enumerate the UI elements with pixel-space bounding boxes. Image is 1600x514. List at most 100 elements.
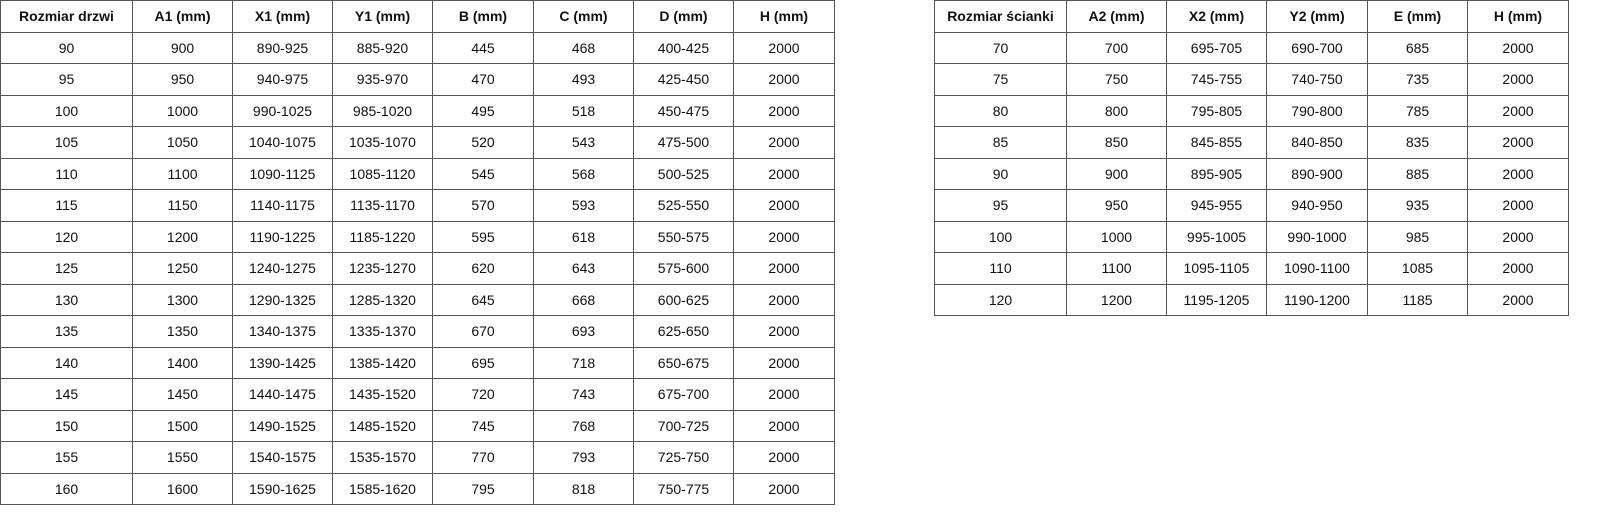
table-cell: 1535-1570 xyxy=(332,441,433,474)
table-cell: 130 xyxy=(0,283,133,316)
table-cell: 900 xyxy=(1066,157,1167,190)
table-cell: 2000 xyxy=(733,220,835,253)
table-cell: 935 xyxy=(1367,189,1468,222)
table-cell: 1300 xyxy=(132,283,233,316)
table-cell: 2000 xyxy=(733,441,835,474)
table-cell: 1185-1220 xyxy=(332,220,433,253)
table-cell: 790-800 xyxy=(1266,94,1368,127)
table-cell: 1290-1325 xyxy=(232,283,333,316)
table-cell: 618 xyxy=(533,220,634,253)
table-cell: 700-725 xyxy=(633,409,734,442)
column-header: E (mm) xyxy=(1367,0,1468,33)
table-row: 115 1150 1140-1175 1135-1170 570 593 525-550 20… xyxy=(0,189,835,222)
table-cell: 1035-1070 xyxy=(332,126,433,159)
table-cell: 1335-1370 xyxy=(332,315,433,348)
table-cell: 985-1020 xyxy=(332,94,433,127)
table-cell: 1000 xyxy=(132,94,233,127)
table-cell: 1340-1375 xyxy=(232,315,333,348)
table-cell: 768 xyxy=(533,409,634,442)
table-cell: 595 xyxy=(432,220,534,253)
wall-size-table: Rozmiar ścianki A2 (mm) X2 (mm) Y2 (mm) E (m… xyxy=(934,0,1569,316)
table-cell: 2000 xyxy=(1467,283,1569,316)
table-row: 90 900 890-925 885-920 445 468 400-425 2000 xyxy=(0,31,835,64)
table-cell: 885-920 xyxy=(332,31,433,64)
table-cell: 1490-1525 xyxy=(232,409,333,442)
table-cell: 545 xyxy=(432,157,534,190)
table-cell: 90 xyxy=(934,157,1067,190)
table-cell: 550-575 xyxy=(633,220,734,253)
table-row: 150 1500 1490-1525 1485-1520 745 768 700-725 20… xyxy=(0,409,835,442)
table-cell: 1150 xyxy=(132,189,233,222)
table-cell: 425-450 xyxy=(633,63,734,96)
table-row: 80 800 795-805 790-800 785 2000 xyxy=(934,94,1569,127)
table-cell: 985 xyxy=(1367,220,1468,253)
table-cell: 150 xyxy=(0,409,133,442)
table-cell: 1540-1575 xyxy=(232,441,333,474)
column-header: C (mm) xyxy=(533,0,634,33)
table-cell: 593 xyxy=(533,189,634,222)
table-cell: 795 xyxy=(432,472,534,505)
table-row: 155 1550 1540-1575 1535-1570 770 793 725-750 20… xyxy=(0,441,835,474)
table-cell: 718 xyxy=(533,346,634,379)
table-cell: 945-955 xyxy=(1166,189,1267,222)
table-cell: 575-600 xyxy=(633,252,734,285)
table-cell: 80 xyxy=(934,94,1067,127)
table-cell: 685 xyxy=(1367,31,1468,64)
column-header: Rozmiar drzwi xyxy=(0,0,133,33)
table-row: 90 900 895-905 890-900 885 2000 xyxy=(934,157,1569,190)
table-cell: 645 xyxy=(432,283,534,316)
table-cell: 2000 xyxy=(733,126,835,159)
table-cell: 2000 xyxy=(1467,220,1569,253)
table-cell: 570 xyxy=(432,189,534,222)
table-row: 70 700 695-705 690-700 685 2000 xyxy=(934,31,1569,64)
table-cell: 990-1000 xyxy=(1266,220,1368,253)
table-cell: 2000 xyxy=(733,283,835,316)
table-cell: 1085 xyxy=(1367,252,1468,285)
table-cell: 785 xyxy=(1367,94,1468,127)
column-header: X2 (mm) xyxy=(1166,0,1267,33)
table-cell: 745 xyxy=(432,409,534,442)
table-cell: 75 xyxy=(934,63,1067,96)
table-cell: 885 xyxy=(1367,157,1468,190)
table-cell: 2000 xyxy=(733,157,835,190)
table-cell: 1090-1125 xyxy=(232,157,333,190)
table-cell: 90 xyxy=(0,31,133,64)
table-cell: 1085-1120 xyxy=(332,157,433,190)
table-cell: 500-525 xyxy=(633,157,734,190)
table-cell: 95 xyxy=(934,189,1067,222)
column-header: A1 (mm) xyxy=(132,0,233,33)
table-row: 95 950 940-975 935-970 470 493 425-450 2000 xyxy=(0,63,835,96)
table-cell: 750-775 xyxy=(633,472,734,505)
table-cell: 1195-1205 xyxy=(1166,283,1267,316)
table-row: 160 1600 1590-1625 1585-1620 795 818 750-775 20… xyxy=(0,472,835,505)
table-cell: 1450 xyxy=(132,378,233,411)
table-cell: 120 xyxy=(934,283,1067,316)
column-header: Rozmiar ścianki xyxy=(934,0,1067,33)
column-header: H (mm) xyxy=(1467,0,1569,33)
table-cell: 720 xyxy=(432,378,534,411)
table-cell: 1585-1620 xyxy=(332,472,433,505)
table-cell: 1095-1105 xyxy=(1166,252,1267,285)
table-cell: 650-675 xyxy=(633,346,734,379)
table-row: 135 1350 1340-1375 1335-1370 670 693 625-650 20… xyxy=(0,315,835,348)
table-cell: 793 xyxy=(533,441,634,474)
table-cell: 743 xyxy=(533,378,634,411)
table-cell: 695-705 xyxy=(1166,31,1267,64)
table-cell: 668 xyxy=(533,283,634,316)
table-row: 145 1450 1440-1475 1435-1520 720 743 675-700 20… xyxy=(0,378,835,411)
table-cell: 695 xyxy=(432,346,534,379)
table-cell: 745-755 xyxy=(1166,63,1267,96)
table-cell: 995-1005 xyxy=(1166,220,1267,253)
table-cell: 160 xyxy=(0,472,133,505)
table-cell: 950 xyxy=(132,63,233,96)
table-cell: 568 xyxy=(533,157,634,190)
table-cell: 845-855 xyxy=(1166,126,1267,159)
table-cell: 105 xyxy=(0,126,133,159)
table-cell: 818 xyxy=(533,472,634,505)
table-cell: 800 xyxy=(1066,94,1167,127)
table-cell: 620 xyxy=(432,252,534,285)
table-cell: 1140-1175 xyxy=(232,189,333,222)
table-row: 95 950 945-955 940-950 935 2000 xyxy=(934,189,1569,222)
table-cell: 135 xyxy=(0,315,133,348)
table-row: 125 1250 1240-1275 1235-1270 620 643 575-600 20… xyxy=(0,252,835,285)
